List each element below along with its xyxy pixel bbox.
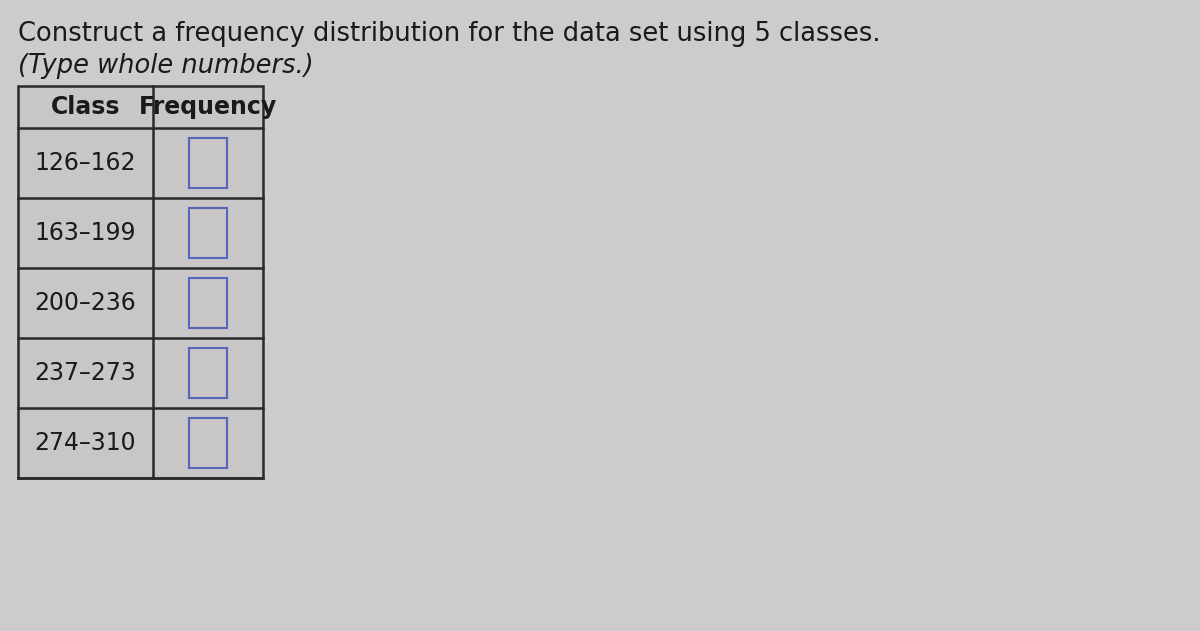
Text: Class: Class xyxy=(50,95,120,119)
Text: 163–199: 163–199 xyxy=(35,221,137,245)
Bar xyxy=(190,208,227,258)
Text: Construct a frequency distribution for the data set using 5 classes.: Construct a frequency distribution for t… xyxy=(18,21,881,47)
Bar xyxy=(18,86,263,478)
Bar xyxy=(18,86,263,478)
Text: 237–273: 237–273 xyxy=(35,361,137,385)
Bar xyxy=(190,418,227,468)
Bar xyxy=(190,138,227,188)
Text: Frequency: Frequency xyxy=(139,95,277,119)
Text: 200–236: 200–236 xyxy=(35,291,137,315)
Text: 126–162: 126–162 xyxy=(35,151,137,175)
Text: 274–310: 274–310 xyxy=(35,431,137,455)
Bar xyxy=(190,278,227,328)
Text: (Type whole numbers.): (Type whole numbers.) xyxy=(18,53,313,79)
Bar xyxy=(190,348,227,398)
